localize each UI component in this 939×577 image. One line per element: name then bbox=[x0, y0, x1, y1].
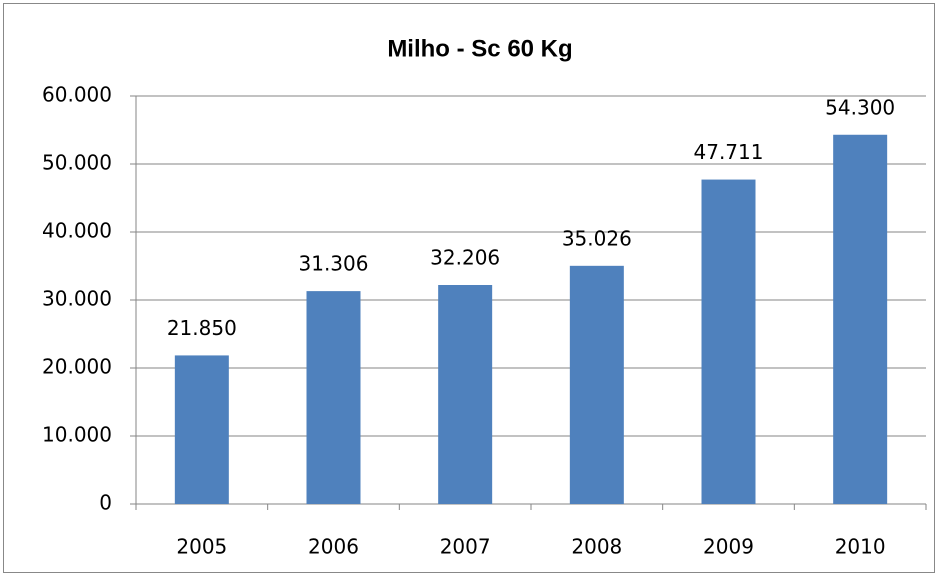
data-label: 54.300 bbox=[825, 95, 895, 119]
x-tick-label: 2008 bbox=[571, 535, 622, 559]
bar bbox=[701, 179, 756, 505]
y-tick-label: 50.000 bbox=[42, 151, 112, 175]
data-label: 21.850 bbox=[167, 316, 237, 340]
bar bbox=[174, 355, 229, 504]
bar bbox=[569, 265, 624, 504]
x-tick-label: 2009 bbox=[703, 535, 754, 559]
y-tick-label: 10.000 bbox=[42, 423, 112, 447]
x-tick-label: 2005 bbox=[176, 535, 227, 559]
x-tick-label: 2006 bbox=[308, 535, 359, 559]
y-tick-label: 20.000 bbox=[42, 355, 112, 379]
y-tick-label: 0 bbox=[99, 491, 112, 515]
data-label: 32.206 bbox=[430, 245, 500, 269]
y-tick-label: 40.000 bbox=[42, 219, 112, 243]
y-tick-label: 30.000 bbox=[42, 287, 112, 311]
bar bbox=[833, 134, 888, 504]
data-label: 35.026 bbox=[562, 226, 632, 250]
y-tick-label: 60.000 bbox=[42, 83, 112, 107]
data-label: 31.306 bbox=[299, 252, 369, 276]
bar bbox=[306, 291, 361, 504]
x-tick-label: 2007 bbox=[440, 535, 491, 559]
x-tick-label: 2010 bbox=[835, 535, 886, 559]
data-label: 47.711 bbox=[694, 140, 764, 164]
bar bbox=[438, 284, 493, 504]
chart-title: Milho - Sc 60 Kg bbox=[387, 35, 572, 62]
